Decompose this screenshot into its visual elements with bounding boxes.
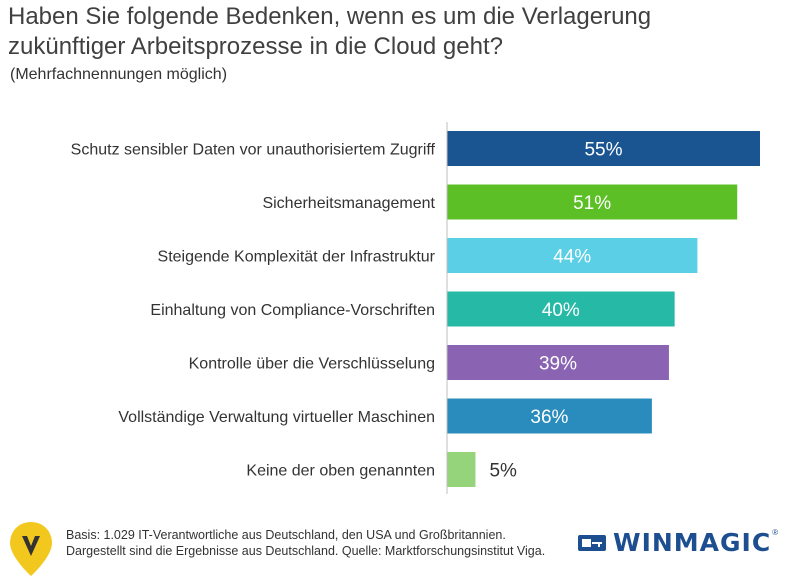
footer-basis: Basis: 1.029 IT-Verantwortliche aus Deut… <box>66 528 506 542</box>
bar-5 <box>447 345 669 380</box>
bar-3 <box>447 238 698 273</box>
bar-4 <box>447 291 675 327</box>
category-label-7: Keine der oben genannten <box>246 463 435 480</box>
value-label-2: 51% <box>573 193 611 214</box>
map-pin-logo-icon <box>10 522 52 576</box>
category-label-3: Steigende Komplexität der Infrastruktur <box>158 249 436 266</box>
chart-title: Haben Sie folgende Bedenken, wenn es um … <box>8 2 788 62</box>
value-label-1: 55% <box>584 140 622 161</box>
bar-6 <box>447 398 652 434</box>
bar-7 <box>447 452 476 487</box>
key-logo-icon <box>578 534 606 551</box>
footer-source: Dargestellt sind die Ergebnisse aus Deut… <box>66 544 546 558</box>
bar-1 <box>447 131 760 166</box>
viga-logo <box>8 520 54 583</box>
category-label-4: Einhaltung von Compliance-Vorschriften <box>150 302 435 319</box>
chart-title-line-2: zukünftiger Arbeitsprozesse in die Cloud… <box>8 33 503 60</box>
category-label-5: Kontrolle über die Verschlüsselung <box>189 356 435 373</box>
category-label-6: Vollständige Verwaltung virtueller Masch… <box>118 409 435 426</box>
category-label-2: Sicherheitsmanagement <box>262 195 435 212</box>
chart-subtitle: (Mehrfachnennungen möglich) <box>10 66 228 83</box>
category-label-1: Schutz sensibler Daten vor unauthorisier… <box>71 142 436 159</box>
winmagic-logo: WINMAGIC ® <box>577 528 778 557</box>
value-label-3: 44% <box>553 247 591 268</box>
value-label-4: 40% <box>542 300 580 321</box>
bar-2 <box>447 184 738 220</box>
chart-title-line-1: Haben Sie folgende Bedenken, wenn es um … <box>8 3 652 30</box>
brand-name: WINMAGIC <box>613 528 772 557</box>
value-label-6: 36% <box>530 407 568 428</box>
chart-footer: Basis: 1.029 IT-Verantwortliche aus Deut… <box>66 527 545 559</box>
value-label-7: 5% <box>489 461 517 482</box>
brand-registered-mark: ® <box>772 528 779 537</box>
bar-chart: Schutz sensibler Daten vor unauthorisier… <box>71 122 760 494</box>
value-label-5: 39% <box>539 354 577 375</box>
